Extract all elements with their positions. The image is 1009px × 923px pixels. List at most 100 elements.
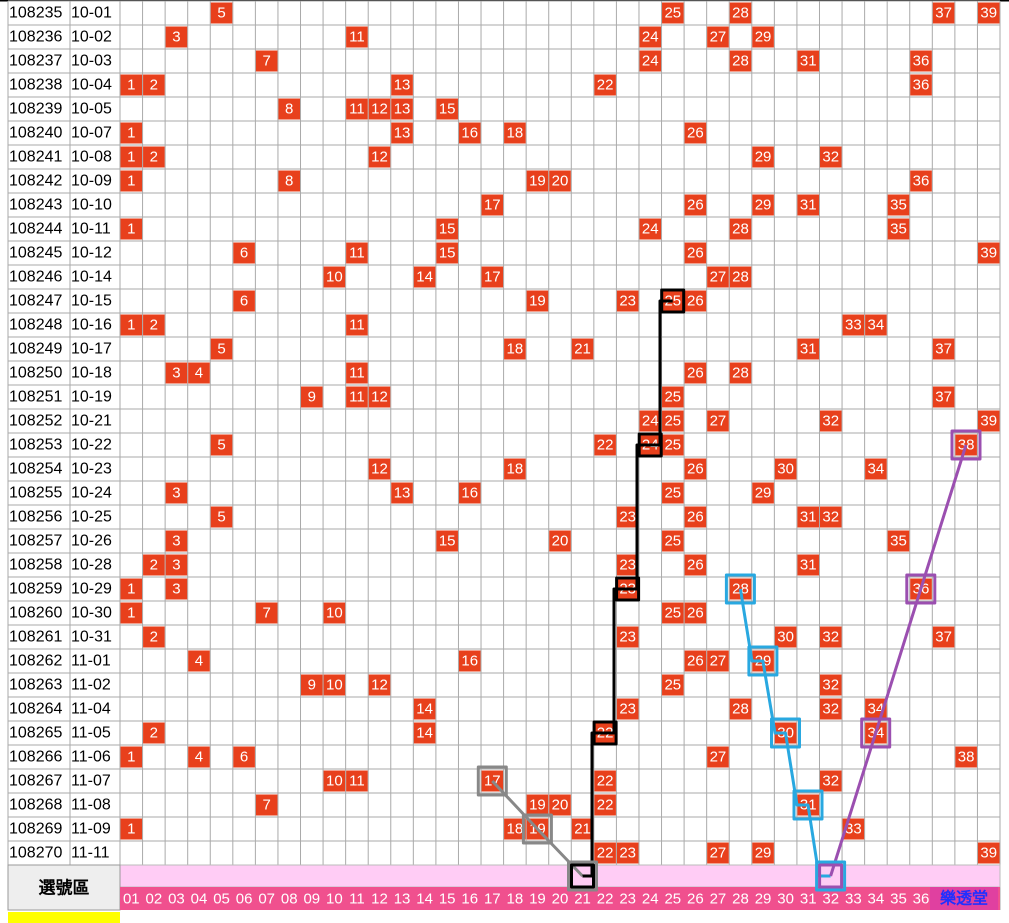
number: 29: [755, 149, 772, 166]
number-cell: [549, 170, 571, 192]
number-cell: [932, 626, 955, 648]
draw-id: 108244: [9, 221, 62, 238]
column-label: 10: [326, 891, 343, 908]
number: 11: [349, 245, 365, 262]
number: 27: [710, 845, 727, 862]
number: 26: [687, 509, 704, 526]
number-cell: [887, 194, 910, 216]
number: 11: [349, 365, 365, 382]
number: 16: [461, 485, 478, 502]
number-cell: [143, 146, 165, 168]
draw-date: 10-23: [71, 461, 112, 478]
number: 7: [262, 605, 270, 622]
number-cell: [120, 146, 143, 168]
draw-date: 10-30: [71, 605, 112, 622]
number: 15: [439, 221, 456, 238]
number: 11: [349, 389, 365, 406]
number-cell: [684, 650, 707, 672]
number-cell: [346, 242, 368, 264]
number: 16: [461, 125, 478, 142]
number: 10: [326, 677, 343, 694]
number-cell: [662, 434, 684, 456]
number-cell: [752, 482, 774, 504]
number-cell: [684, 242, 707, 264]
number-cell: [707, 266, 729, 288]
number: 29: [755, 29, 772, 46]
number: 26: [687, 365, 704, 382]
number-cell: [616, 698, 639, 720]
number-cell: [323, 770, 346, 792]
draw-date: 10-15: [71, 293, 112, 310]
number: 26: [687, 557, 704, 574]
draw-date: 10-01: [71, 5, 112, 22]
number-cell: [594, 794, 616, 816]
column-label: 14: [416, 891, 433, 908]
number-cell: [165, 578, 188, 600]
number: 2: [150, 77, 158, 94]
number-cell: [120, 314, 143, 336]
number: 35: [890, 221, 907, 238]
number: 1: [127, 581, 135, 598]
number-cell: [684, 602, 707, 624]
number-cell: [233, 746, 255, 768]
column-label: 32: [822, 891, 839, 908]
column-label: 34: [868, 891, 885, 908]
number-cell: [571, 818, 594, 840]
number-cell: [707, 26, 729, 48]
number-cell: [526, 290, 549, 312]
number: 35: [890, 197, 907, 214]
number-cell: [143, 314, 165, 336]
number: 36: [913, 53, 930, 70]
number: 39: [980, 413, 997, 430]
number: 13: [394, 101, 411, 118]
number-cell: [481, 266, 504, 288]
number: 34: [868, 461, 885, 478]
number-cell: [684, 290, 707, 312]
draw-id: 108270: [9, 845, 62, 862]
number-cell: [797, 50, 819, 72]
number-cell: [684, 362, 707, 384]
draw-date: 10-08: [71, 149, 112, 166]
number: 34: [868, 317, 885, 334]
number-cell: [368, 98, 391, 120]
number: 3: [172, 581, 180, 598]
number: 12: [371, 461, 388, 478]
number: 25: [664, 533, 681, 550]
column-label: 11: [349, 891, 365, 908]
grid: [7, 0, 1001, 910]
number-cell: [639, 26, 662, 48]
number: 6: [240, 293, 248, 310]
number-cell: [684, 194, 707, 216]
number-cell: [639, 218, 662, 240]
number: 19: [529, 293, 546, 310]
draw-date: 11-09: [71, 821, 111, 838]
number: 18: [507, 341, 524, 358]
number-cell: [526, 794, 549, 816]
number-cell: [774, 626, 797, 648]
number: 22: [597, 845, 614, 862]
number-cell: [729, 50, 752, 72]
number-cell: [910, 74, 932, 96]
number-cell: [481, 194, 504, 216]
number: 4: [195, 749, 203, 766]
number: 37: [935, 5, 952, 22]
draw-date: 10-29: [71, 581, 112, 598]
column-label: 26: [687, 891, 704, 908]
column-label: 33: [845, 891, 862, 908]
number: 4: [195, 365, 203, 382]
number: 32: [822, 677, 839, 694]
number-cell: [391, 98, 413, 120]
number: 23: [619, 629, 636, 646]
purple-trend: [829, 444, 968, 877]
number: 11: [349, 29, 365, 46]
number-cell: [436, 242, 458, 264]
number: 14: [416, 701, 433, 718]
number-cell: [368, 458, 391, 480]
pick-area: [119, 864, 1001, 888]
draw-date: 10-05: [71, 101, 112, 118]
number-cell: [662, 530, 684, 552]
draw-id: 108262: [9, 653, 62, 670]
column-label: 24: [642, 891, 659, 908]
number-cell: [729, 698, 752, 720]
blue-boxes: [724, 573, 847, 892]
